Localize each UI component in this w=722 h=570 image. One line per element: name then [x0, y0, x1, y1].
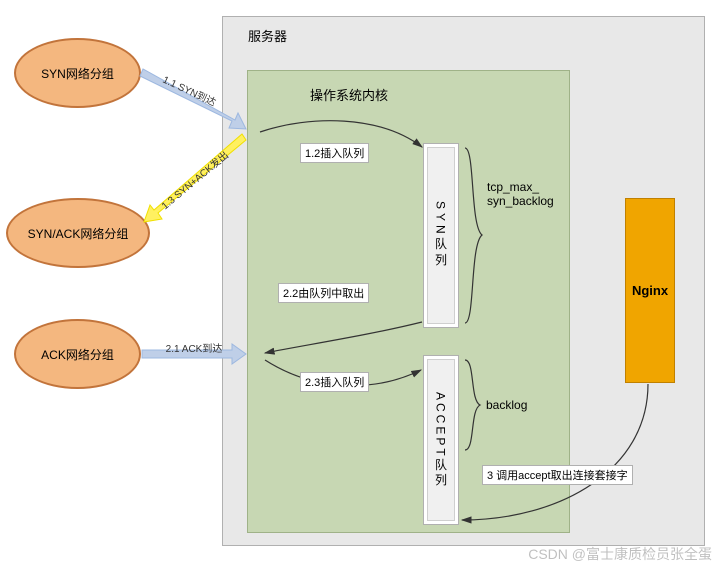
server-title: 服务器	[248, 26, 287, 45]
syn-ellipse-label: SYN网络分组	[41, 65, 114, 82]
label-3: 3 调用accept取出连接套接字	[482, 465, 633, 485]
svg-text:1.3 SYN+ACK发出: 1.3 SYN+ACK发出	[159, 148, 231, 212]
accept-queue: ACCEPT队列	[423, 355, 459, 525]
synack-ellipse: SYN/ACK网络分组	[6, 198, 150, 268]
ack-ellipse-label: ACK网络分组	[41, 346, 114, 363]
watermark: CSDN @富士康质检员张全蛋	[528, 544, 712, 564]
accept-queue-label: ACCEPT队列	[433, 392, 450, 489]
svg-text:1.1 SYN到达: 1.1 SYN到达	[161, 74, 218, 109]
nginx-label: Nginx	[632, 283, 668, 298]
synack-ellipse-label: SYN/ACK网络分组	[28, 225, 129, 242]
svg-text:2.1 ACK到达: 2.1 ACK到达	[166, 343, 223, 355]
annot-syn-backlog: tcp_max_ syn_backlog	[487, 180, 554, 209]
syn-queue-label: SYN队列	[433, 201, 450, 270]
syn-ellipse: SYN网络分组	[14, 38, 141, 108]
nginx-box: Nginx	[625, 198, 675, 383]
label-1-2: 1.2插入队列	[300, 143, 369, 163]
ack-ellipse: ACK网络分组	[14, 319, 141, 389]
label-2-2: 2.2由队列中取出	[278, 283, 369, 303]
syn-queue: SYN队列	[423, 143, 459, 328]
label-2-3: 2.3插入队列	[300, 372, 369, 392]
kernel-title: 操作系统内核	[310, 85, 388, 104]
annot-backlog: backlog	[486, 398, 527, 412]
